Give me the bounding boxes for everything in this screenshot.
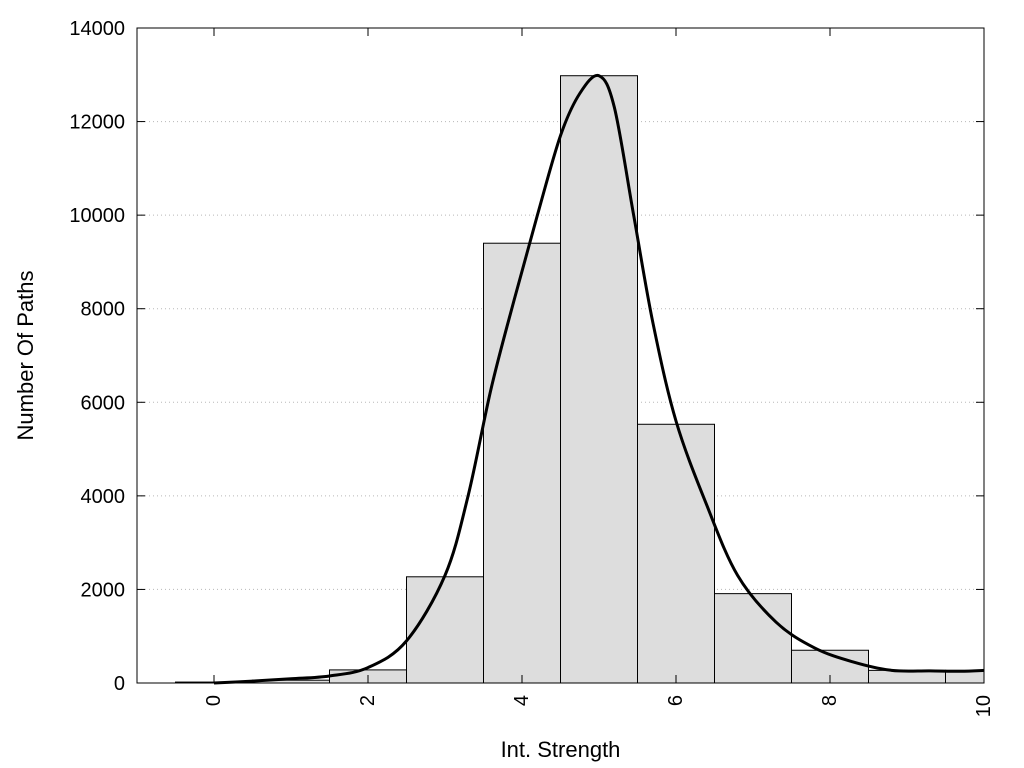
y-tick-label: 12000 — [69, 112, 125, 134]
y-tick-label: 8000 — [81, 299, 126, 321]
histogram-bar — [483, 242, 561, 684]
plot-frame — [136, 27, 985, 684]
y-tick-label: 2000 — [81, 579, 126, 601]
x-tick-label: 8 — [819, 695, 841, 706]
y-tick-label: 10000 — [69, 205, 125, 227]
density-curve — [213, 73, 985, 685]
histogram-bar — [637, 423, 715, 684]
x-tick-label: 0 — [203, 695, 225, 706]
y-tick-label: 14000 — [69, 18, 125, 40]
axis-ticks: 0 2000 4000 6000 8000 10000 12000 14000 0 2 4 6 8 10 — [69, 18, 995, 717]
x-tick-label: 2 — [357, 695, 379, 706]
x-tick-label: 10 — [973, 695, 995, 717]
histogram-bars — [175, 75, 985, 684]
density-curve-layer — [213, 73, 985, 685]
x-tick-label: 6 — [665, 695, 687, 706]
y-tick-label: 4000 — [81, 486, 126, 508]
y-tick-label: 0 — [114, 673, 125, 695]
y-axis-title: Number Of Paths — [13, 271, 38, 441]
x-axis-title: Int. Strength — [501, 737, 621, 762]
histogram-bar — [406, 576, 484, 684]
histogram-bar — [714, 593, 792, 684]
y-tick-label: 6000 — [81, 392, 126, 414]
x-tick-label: 4 — [511, 695, 533, 706]
